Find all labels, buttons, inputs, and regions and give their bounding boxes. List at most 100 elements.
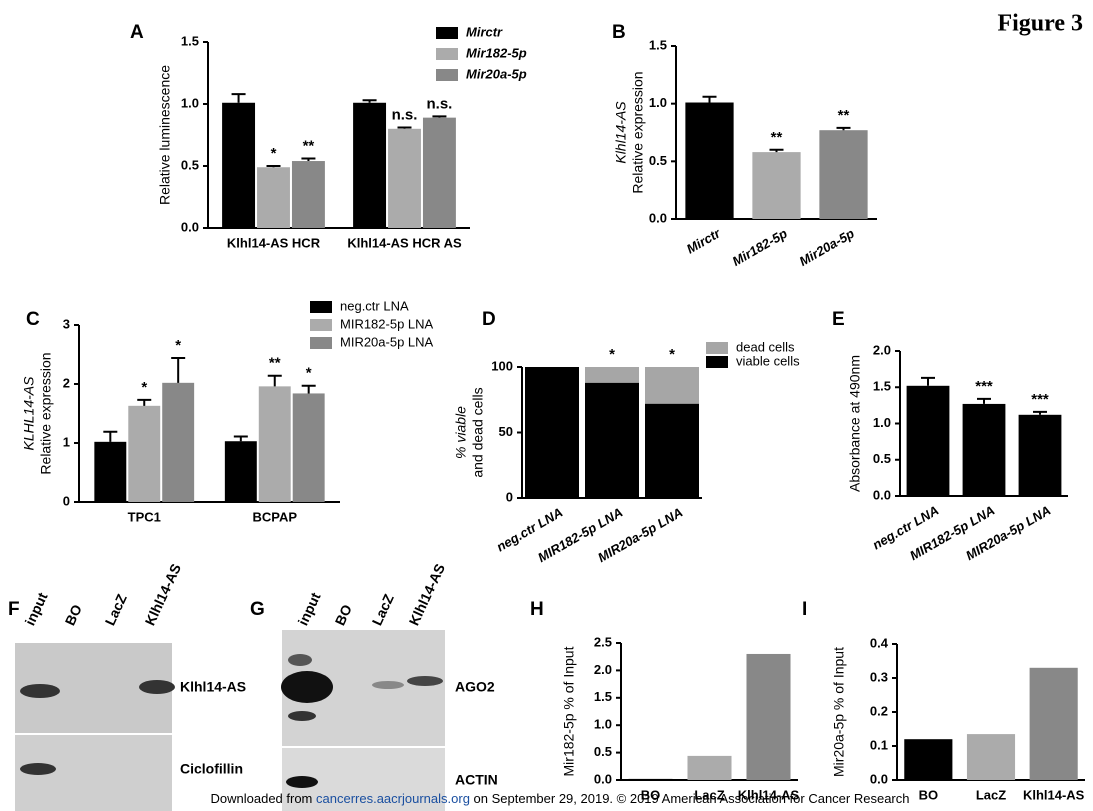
significance: **	[771, 129, 783, 146]
bar	[222, 102, 256, 228]
lane-label: BO	[332, 602, 355, 628]
bar	[1018, 414, 1062, 496]
x-tick-label: Klhl14-AS	[1023, 787, 1085, 802]
bar	[819, 130, 868, 219]
bar	[685, 102, 734, 219]
bar	[292, 393, 325, 502]
legend-swatch	[310, 301, 332, 313]
significance: *	[175, 337, 181, 354]
legend-swatch	[706, 342, 728, 354]
y-tick-label: 1.5	[649, 37, 667, 52]
error-bar	[233, 435, 248, 442]
error-bar	[702, 95, 717, 103]
y-tick-label: 0.0	[594, 771, 612, 786]
bar	[291, 161, 325, 228]
error-bar	[301, 384, 316, 394]
y-tick-label: 2.0	[873, 342, 891, 357]
y-tick-label: 0.0	[181, 219, 199, 234]
y-tick-label: 0.4	[870, 635, 889, 650]
significance: n.s.	[427, 95, 453, 112]
bar	[752, 152, 801, 219]
y-tick-label: 1.0	[594, 717, 612, 732]
error-bar	[267, 374, 282, 387]
legend-label: Mir182-5p	[466, 45, 527, 60]
bar	[906, 385, 950, 496]
significance: n.s.	[392, 107, 418, 124]
y-tick-label: 0.5	[181, 157, 199, 172]
error-bar	[171, 357, 186, 383]
x-tick-label: Mir20a-5p	[797, 226, 857, 269]
legend-label: Mirctr	[466, 24, 503, 39]
error-bar	[1033, 410, 1047, 415]
legend-swatch	[310, 319, 332, 331]
legend-label: neg.ctr LNA	[340, 298, 409, 313]
y-tick-label: 3	[63, 316, 70, 331]
footer: Downloaded from cancerres.aacrjournals.o…	[211, 791, 910, 806]
lane-label: Klhl14-AS	[406, 561, 448, 628]
bar-segment	[645, 367, 699, 404]
panel-letter: I	[802, 599, 807, 620]
bar	[128, 405, 161, 502]
bar	[258, 386, 291, 502]
bar	[388, 128, 421, 228]
bar	[422, 117, 456, 228]
x-tick-label: LacZ	[694, 787, 724, 802]
error-bar	[103, 430, 118, 442]
bar	[904, 739, 953, 780]
y-tick-label: 1.0	[873, 415, 891, 430]
footer-prefix: Downloaded from	[211, 791, 313, 806]
error-bar	[977, 397, 991, 404]
x-tick-label: BO	[919, 787, 939, 802]
error-bar	[836, 126, 851, 131]
x-tick-label: Mirctr	[684, 225, 724, 257]
y-tick-label: 0.1	[870, 737, 888, 752]
blot-g-image	[281, 630, 445, 811]
panel-letter: G	[250, 599, 265, 620]
y-tick-label: 2	[63, 375, 70, 390]
x-tick-label: Klhl14-AS	[738, 787, 800, 802]
error-bar	[397, 126, 412, 129]
y-tick-label: 0.0	[870, 771, 888, 786]
error-bar	[769, 148, 784, 153]
y-tick-label: 0	[506, 489, 513, 504]
bar	[162, 382, 195, 502]
x-tick-label: Klhl14-AS HCR AS	[347, 235, 462, 250]
bar	[962, 403, 1006, 496]
y-axis-label: Relative expression	[38, 352, 54, 474]
bar	[353, 102, 387, 228]
error-bar	[301, 157, 316, 162]
bar	[687, 755, 732, 780]
error-bar	[432, 115, 447, 118]
bar	[966, 734, 1016, 780]
y-tick-label: 0.2	[870, 703, 888, 718]
y-axis-label: Relative luminescence	[157, 65, 173, 205]
lane-label: input	[22, 590, 51, 628]
lane-label: input	[295, 590, 324, 628]
legend-swatch	[310, 337, 332, 349]
figure-title: Figure 3	[997, 11, 1083, 37]
footer-link[interactable]: cancerres.aacrjournals.org	[316, 791, 470, 806]
error-bar	[137, 398, 152, 406]
significance: ***	[1031, 391, 1049, 408]
legend-swatch	[436, 27, 458, 39]
significance: *	[141, 379, 147, 396]
y-tick-label: 0.0	[649, 210, 667, 225]
significance: ***	[975, 378, 993, 395]
error-bar	[362, 99, 377, 103]
bar	[746, 653, 791, 780]
y-tick-label: 0.5	[873, 451, 891, 466]
bar	[94, 441, 127, 502]
bar	[1029, 667, 1078, 780]
bar-segment	[525, 367, 579, 498]
lane-label: BO	[62, 602, 85, 628]
bar-segment	[645, 403, 699, 498]
panel-letter: E	[832, 309, 845, 330]
significance: **	[838, 107, 850, 124]
significance: *	[609, 346, 615, 363]
y-tick-label: 0.5	[649, 153, 667, 168]
bar-segment	[585, 367, 639, 383]
y-axis-label: and dead cells	[470, 387, 486, 477]
y-tick-label: 0.3	[870, 669, 888, 684]
row-label: AGO2	[455, 679, 495, 695]
